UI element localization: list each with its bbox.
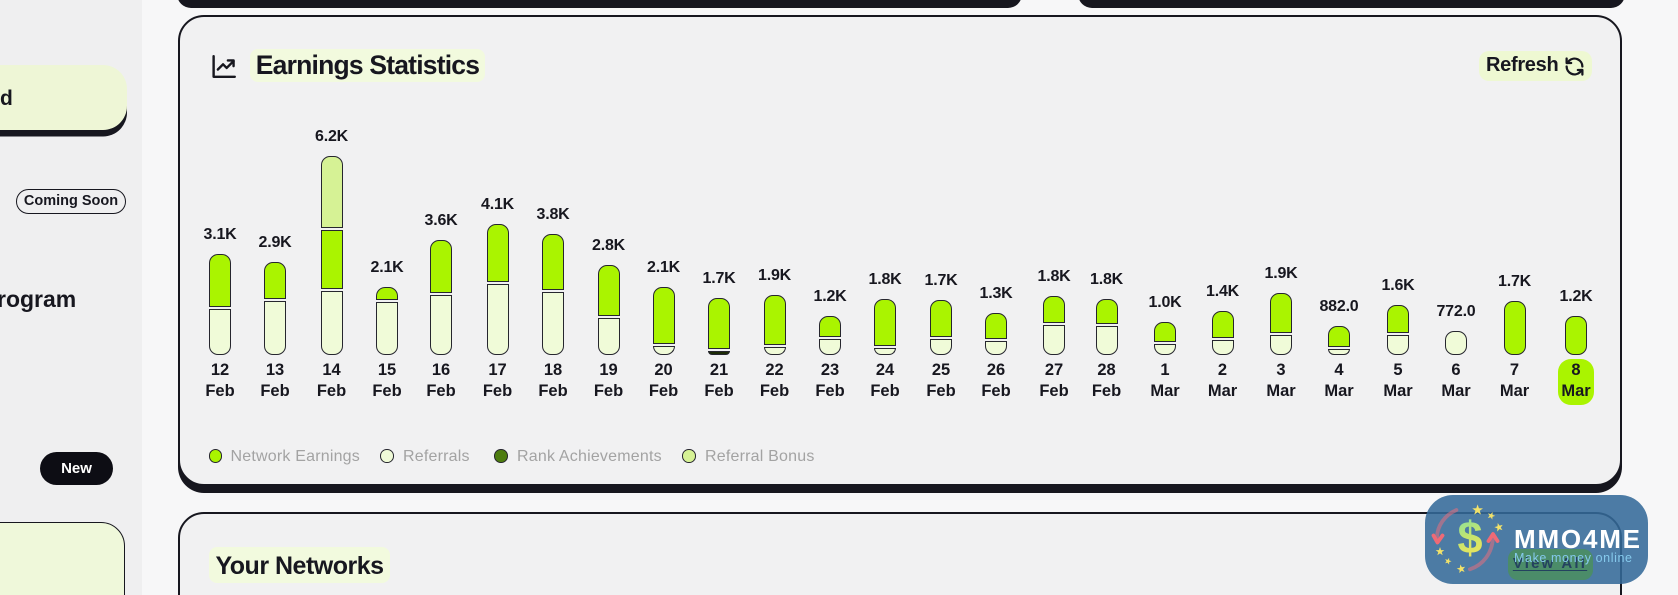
svg-text:$: $ — [1457, 512, 1482, 563]
